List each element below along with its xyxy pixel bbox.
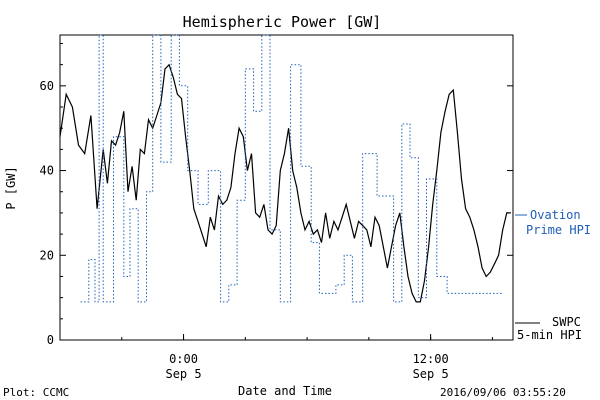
x-tick-time: 0:00	[169, 352, 198, 366]
y-axis-label: P [GW]	[4, 166, 18, 209]
x-tick-date: Sep 5	[413, 367, 449, 381]
y-tick-label: 40	[40, 164, 54, 178]
legend: Ovation Prime HPI SWPC 5-min HPI	[515, 208, 591, 342]
ovation-prime-line	[80, 34, 503, 303]
swpc-legend-line2: 5-min HPI	[517, 328, 582, 342]
timestamp: 2016/09/06 03:55:20	[440, 386, 566, 399]
ovation-legend-line1: Ovation	[530, 208, 581, 222]
y-axis: 0 20 40 60	[40, 42, 513, 347]
chart-title: Hemispheric Power [GW]	[183, 13, 382, 31]
x-tick-date: Sep 5	[165, 367, 201, 381]
y-tick-label: 20	[40, 248, 54, 262]
swpc-hpi-line	[59, 63, 511, 303]
x-axis-label: Date and Time	[238, 384, 332, 398]
plot-credit: Plot: CCMC	[3, 386, 69, 399]
plot-frame	[59, 34, 514, 341]
ovation-legend-line2: Prime HPI	[526, 223, 591, 237]
y-tick-label: 60	[40, 79, 54, 93]
y-tick-label: 0	[47, 333, 54, 347]
x-tick-time: 12:00	[413, 352, 449, 366]
swpc-legend-line1: SWPC	[552, 315, 581, 329]
plot-area	[59, 34, 511, 303]
